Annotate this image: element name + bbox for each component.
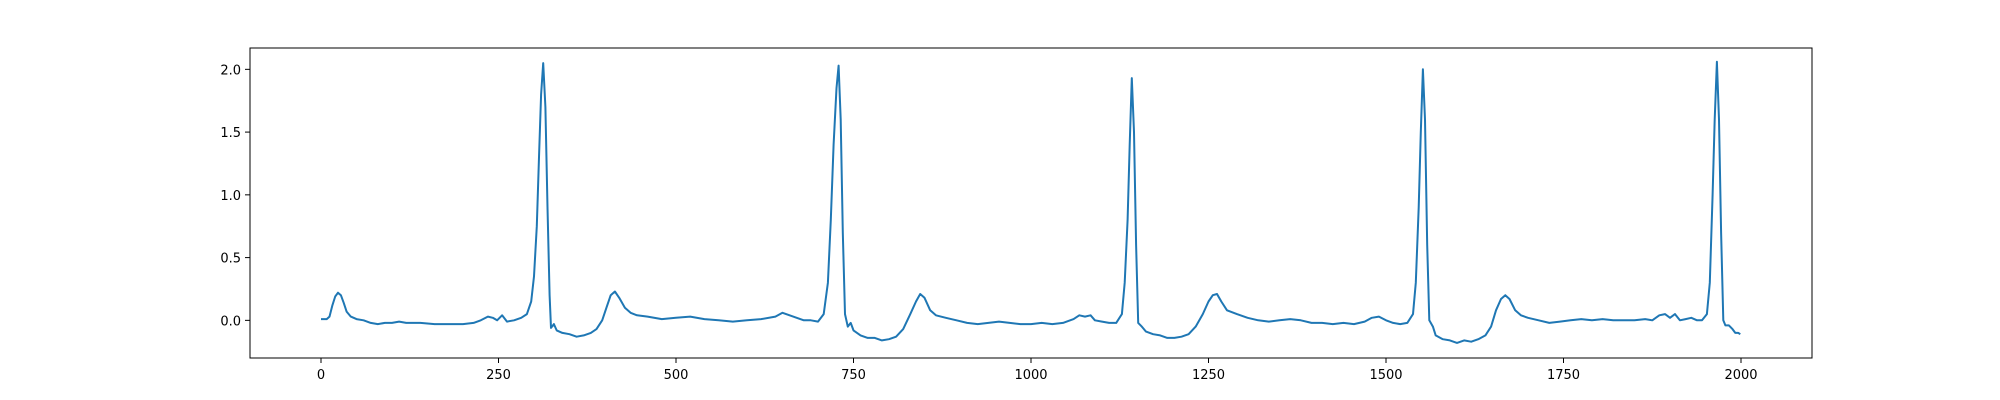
y-tick-label: 1.5 (220, 126, 241, 141)
x-tick-label: 1750 (1547, 368, 1580, 383)
plot-frame (249, 47, 1813, 359)
y-axis-ticks: 0.0 0.5 1.0 1.5 2.0 (220, 63, 250, 329)
x-tick-label: 750 (841, 368, 866, 383)
x-tick-label: 250 (486, 368, 511, 383)
x-tick-label: 1500 (1369, 368, 1402, 383)
x-axis-ticks: 0 250 500 750 1000 1250 1500 1750 2000 (317, 358, 1758, 383)
x-tick-label: 500 (664, 368, 689, 383)
y-tick-label: 1.0 (220, 189, 241, 204)
series-layer (321, 60, 1741, 344)
x-tick-label: 1000 (1014, 368, 1047, 383)
x-tick-label: 2000 (1724, 368, 1757, 383)
y-tick-label: 0.5 (220, 252, 241, 267)
x-tick-label: 1250 (1192, 368, 1225, 383)
x-tick-label: 0 (317, 368, 325, 383)
series-line-0 (321, 60, 1741, 344)
y-tick-label: 0.0 (220, 314, 241, 329)
y-tick-label: 2.0 (220, 63, 241, 78)
